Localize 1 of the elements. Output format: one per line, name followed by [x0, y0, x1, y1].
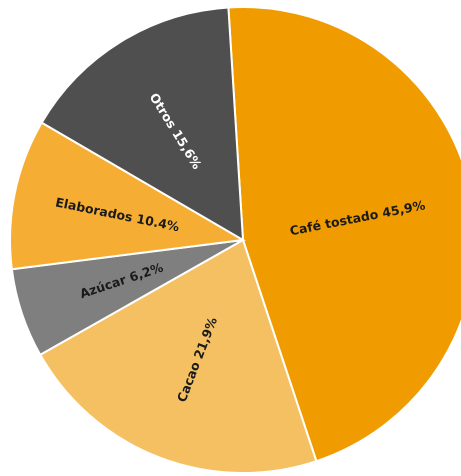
- slice-label: Café tostado 45,9%: [288, 197, 427, 238]
